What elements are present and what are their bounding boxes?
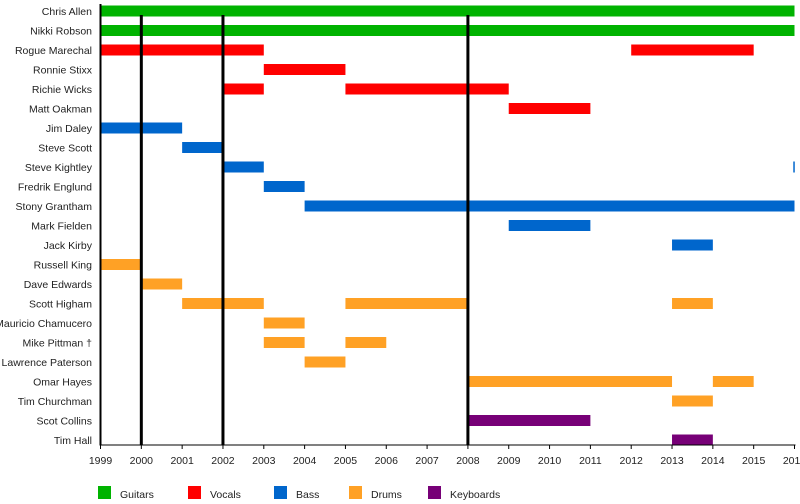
member-bar [182,142,223,153]
member-label: Tim Churchman [18,396,92,408]
x-tick-label: 2005 [334,455,358,467]
member-bar [508,220,591,231]
member-bar [631,44,754,56]
x-tick-label: 2016 [783,455,800,467]
member-label: Steve Scott [38,143,92,155]
x-tick-label: 2011 [579,455,602,467]
member-bar [467,376,673,387]
legend-label: Bass [296,489,319,501]
x-tick-label: 2013 [660,455,684,467]
member-bar [141,278,183,290]
x-tick-label: 2006 [375,455,399,467]
member-bar [263,337,305,348]
member-bar [100,5,795,17]
legend-label: Guitars [120,489,154,501]
member-bar [304,200,795,212]
member-label: Scott Higham [29,299,92,311]
member-label: Fredrik Englund [18,182,92,194]
member-label: Lawrence Paterson [2,357,93,369]
member-label: Mauricio Chamucero [0,318,92,330]
member-label: Chris Allen [42,6,92,18]
x-tick-label: 2007 [415,455,439,467]
legend-label: Vocals [210,489,241,501]
member-label: Stony Grantham [16,201,93,213]
member-bar [263,181,305,192]
legend-swatch [98,486,111,499]
member-bar [508,103,591,114]
x-tick-label: 2004 [293,455,317,467]
member-bar [345,298,468,309]
x-tick-label: 2009 [497,455,521,467]
member-label: Jack Kirby [44,240,93,252]
member-bar [100,25,795,36]
member-bar [793,161,795,173]
member-label: Dave Edwards [24,279,92,291]
member-label: Rogue Marechal [15,45,92,57]
x-tick-label: 2003 [252,455,276,467]
x-tick-label: 1999 [89,455,113,467]
member-bar [222,83,264,95]
x-tick-label: 2008 [456,455,480,467]
member-label: Tim Hall [54,435,92,447]
x-tick-label: 2015 [742,455,766,467]
member-bar [222,161,264,173]
member-bar [345,337,387,348]
x-tick-label: 2002 [211,455,235,467]
member-bar [304,356,346,368]
member-label: Nikki Robson [30,26,92,38]
member-bar [672,239,713,251]
legend-swatch [274,486,287,499]
member-label: Ronnie Stixx [33,65,93,77]
member-label: Steve Kightley [25,162,93,174]
member-bar [672,298,713,309]
member-bar [712,376,754,387]
member-bar [672,434,713,446]
member-bar [345,83,509,95]
legend-swatch [188,486,201,499]
member-bar [263,317,305,329]
member-label: Omar Hayes [33,377,92,389]
legend-swatch [428,486,441,499]
member-label: Matt Oakman [29,104,92,116]
legend-swatch [349,486,362,499]
member-bar [263,64,346,75]
member-bar [672,395,713,407]
member-label: Mike Pittman † [23,338,93,350]
x-tick-label: 2012 [620,455,644,467]
member-label: Richie Wicks [32,84,92,96]
member-bar [100,259,142,270]
legend-label: Drums [371,489,402,501]
member-bar [100,44,264,56]
x-tick-label: 2010 [538,455,562,467]
member-bar [467,415,591,426]
x-tick-label: 2001 [170,455,194,467]
legend-label: Keyboards [450,489,500,501]
member-label: Jim Daley [46,123,93,135]
x-tick-label: 2000 [130,455,154,467]
member-label: Scot Collins [37,416,92,428]
member-label: Russell King [34,260,93,272]
member-label: Mark Fielden [31,221,92,233]
x-tick-label: 2014 [701,455,725,467]
